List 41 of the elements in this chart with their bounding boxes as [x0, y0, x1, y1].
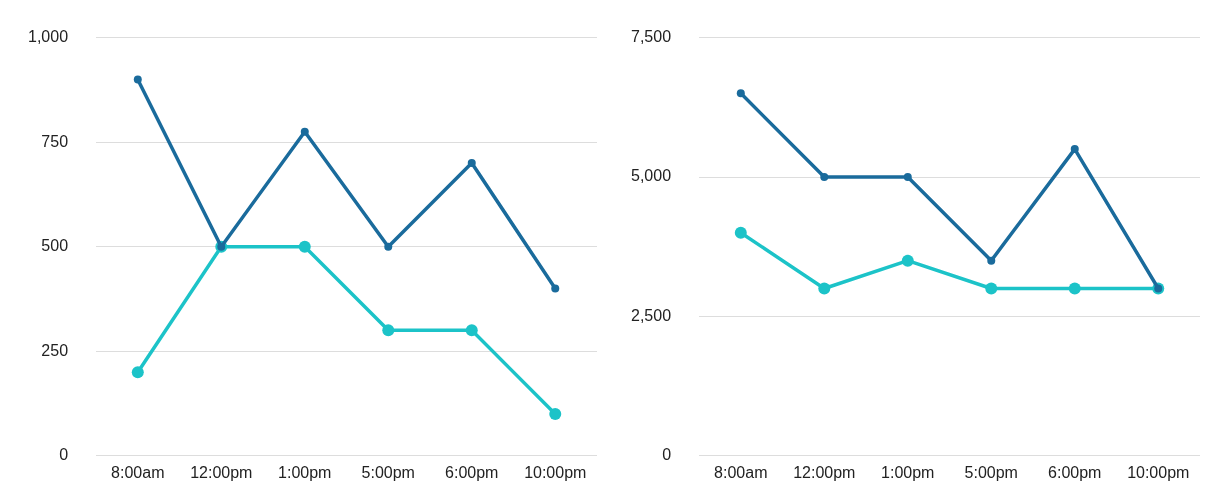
- point: [985, 282, 998, 295]
- x-tick-label: 1:00pm: [881, 463, 935, 481]
- y-tick-label: 750: [41, 132, 69, 150]
- x-tick-label: 1:00pm: [278, 463, 332, 481]
- y-tick-label: 500: [41, 237, 69, 255]
- point: [1068, 282, 1081, 295]
- y-tick-label: 5,000: [630, 167, 672, 185]
- x-tick-label: 12:00pm: [793, 463, 856, 481]
- x-tick-label: 5:00pm: [361, 463, 415, 481]
- point: [131, 366, 144, 379]
- point: [736, 89, 745, 98]
- point: [820, 173, 829, 181]
- point: [298, 240, 311, 253]
- point: [818, 282, 831, 295]
- y-tick-label: 1,000: [27, 28, 69, 46]
- x-tick-label: 6:00pm: [445, 463, 499, 481]
- point: [987, 256, 996, 265]
- y-tick-label: 0: [662, 446, 672, 464]
- point: [551, 284, 560, 293]
- point: [384, 242, 393, 251]
- point: [903, 173, 912, 181]
- point: [1070, 145, 1079, 154]
- y-tick-label: 7,500: [630, 28, 672, 46]
- x-tick-label: 6:00pm: [1048, 463, 1102, 481]
- x-tick-label: 5:00pm: [964, 463, 1018, 481]
- point: [467, 159, 476, 168]
- point: [465, 324, 478, 337]
- y-tick-label: 2,500: [630, 306, 672, 324]
- point: [382, 324, 395, 337]
- y-tick-label: 0: [59, 446, 69, 464]
- point: [300, 127, 309, 136]
- x-tick-label: 8:00am: [714, 463, 768, 481]
- point: [734, 226, 747, 239]
- point: [901, 254, 914, 267]
- x-tick-label: 8:00am: [111, 463, 165, 481]
- point: [549, 407, 562, 420]
- x-tick-label: 10:00pm: [524, 463, 587, 481]
- point: [133, 75, 142, 84]
- y-tick-label: 250: [41, 341, 69, 359]
- x-tick-label: 12:00pm: [190, 463, 253, 481]
- x-tick-label: 10:00pm: [1127, 463, 1190, 481]
